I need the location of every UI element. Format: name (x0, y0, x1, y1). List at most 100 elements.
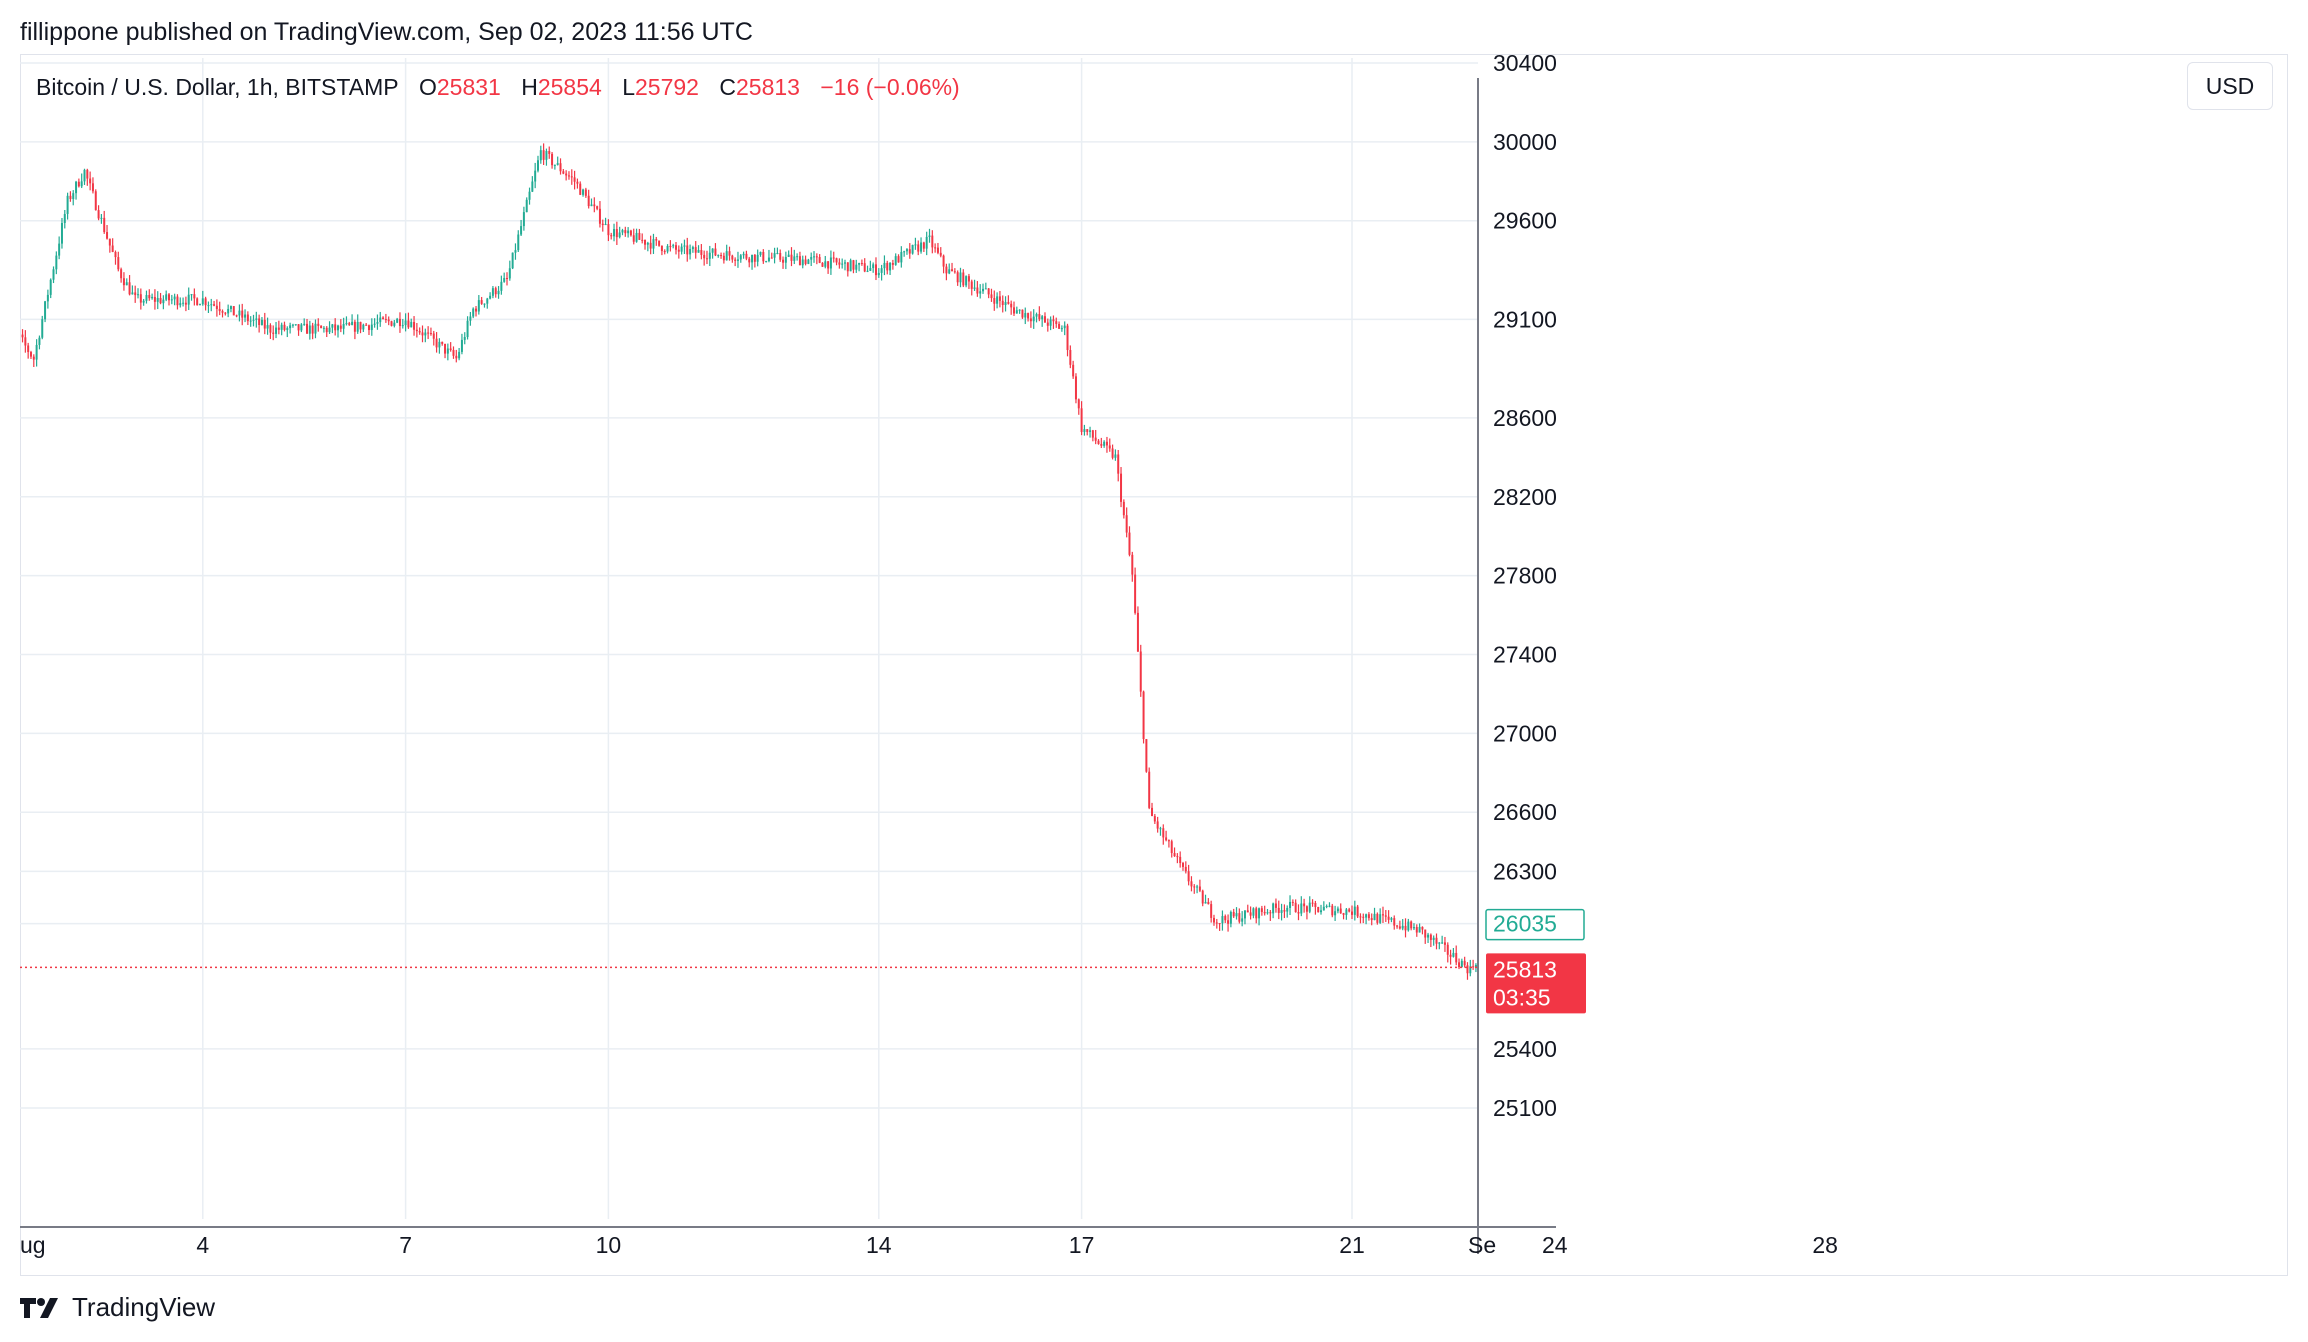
candle-body (810, 256, 813, 260)
candle-body (928, 235, 931, 237)
candle-body (624, 230, 627, 234)
candle-body (483, 303, 486, 305)
candle-body (289, 325, 292, 329)
candle-body (883, 262, 886, 269)
candle-body (567, 175, 570, 177)
candle-body (393, 322, 396, 326)
candle-body (1376, 913, 1379, 923)
candle-body (218, 308, 221, 312)
candle-body (607, 224, 610, 236)
currency-button[interactable]: USD (2187, 62, 2273, 110)
candle-body (1153, 816, 1156, 822)
low-value: 25792 (635, 74, 699, 100)
candle-body (196, 298, 199, 306)
candle-body (1280, 910, 1283, 913)
price-axis-tick: 27400 (1493, 642, 1557, 668)
candle-body (46, 294, 49, 302)
candle-body (477, 300, 480, 312)
candle-body (1325, 905, 1328, 907)
candle-body (872, 264, 875, 269)
candle-body (153, 296, 156, 302)
candle-body (697, 250, 700, 253)
candle-body (1241, 918, 1244, 922)
candle-body (908, 249, 911, 254)
candle-body (438, 341, 441, 348)
candle-body (579, 183, 582, 195)
candle-body (413, 322, 416, 330)
candle-body (1300, 903, 1303, 914)
candle-body (900, 251, 903, 263)
candle-body (387, 319, 390, 322)
candle-body (1207, 901, 1210, 905)
candle-body (869, 268, 872, 271)
open-value: 25831 (436, 74, 501, 100)
candle-body (993, 298, 996, 304)
candle-body (818, 257, 821, 263)
price-axis-tick: 30400 (1493, 54, 1557, 76)
candle-body (717, 255, 720, 257)
candle-body (190, 294, 193, 296)
candle-body (734, 259, 737, 261)
candle-body (1246, 910, 1249, 913)
candle-body (677, 249, 680, 252)
candle-body (1435, 937, 1438, 944)
candle-body (469, 316, 472, 321)
candle-body (638, 232, 641, 240)
candle-body (384, 319, 387, 321)
candle-body (522, 212, 525, 227)
candle-body (956, 272, 959, 283)
candle-body (1184, 866, 1187, 872)
candle-body (32, 356, 35, 360)
candle-body (396, 318, 399, 323)
candle-body (1043, 316, 1046, 323)
candle-body (984, 288, 987, 290)
candle-body (444, 343, 447, 354)
candle-body (1190, 881, 1193, 887)
candle-body (793, 256, 796, 261)
candle-body (1429, 934, 1432, 940)
candle-body (553, 164, 556, 166)
candle-body (703, 254, 706, 259)
candle-body (1058, 323, 1061, 329)
candle-body (1108, 445, 1111, 449)
candle-body (627, 230, 630, 234)
candle-body (1421, 926, 1424, 930)
candle-body (807, 259, 810, 264)
candle-body (570, 176, 573, 178)
candle-body (1170, 841, 1173, 854)
candle-body (511, 252, 514, 269)
candle-body (308, 325, 311, 334)
candle-body (401, 325, 404, 327)
candle-body (1449, 954, 1452, 957)
tradingview-brand[interactable]: TradingView (20, 1292, 215, 1323)
candle-body (156, 298, 159, 302)
candle-body (1024, 313, 1027, 318)
candle-body (855, 264, 858, 270)
candle-body (852, 260, 855, 270)
candle-body (1452, 952, 1455, 957)
candle-body (1159, 828, 1162, 830)
candle-body (525, 199, 528, 213)
candle-body (1196, 886, 1199, 888)
price-chart[interactable]: 30400 30000 29600 29100 28600 28200 27800 27400… (20, 54, 2288, 1276)
candle-body (1359, 916, 1362, 918)
candle-body (551, 153, 554, 166)
candle-body (1148, 771, 1151, 808)
candle-body (742, 253, 745, 256)
candle-body (858, 263, 861, 265)
candle-body (75, 181, 78, 194)
chart-frame (20, 54, 2288, 1276)
candle-body (1466, 965, 1469, 974)
candle-body (1046, 322, 1049, 326)
candle-body (1446, 944, 1449, 955)
candle-body (959, 272, 962, 283)
candle-body (1390, 918, 1393, 920)
candle-body (125, 282, 128, 286)
candle-body (920, 242, 923, 252)
candle-body (1412, 927, 1415, 929)
candle-body (1384, 915, 1387, 917)
candle-body (241, 310, 244, 318)
candle-body (508, 268, 511, 279)
candle-body (1060, 328, 1063, 330)
candle-body (1010, 303, 1013, 308)
